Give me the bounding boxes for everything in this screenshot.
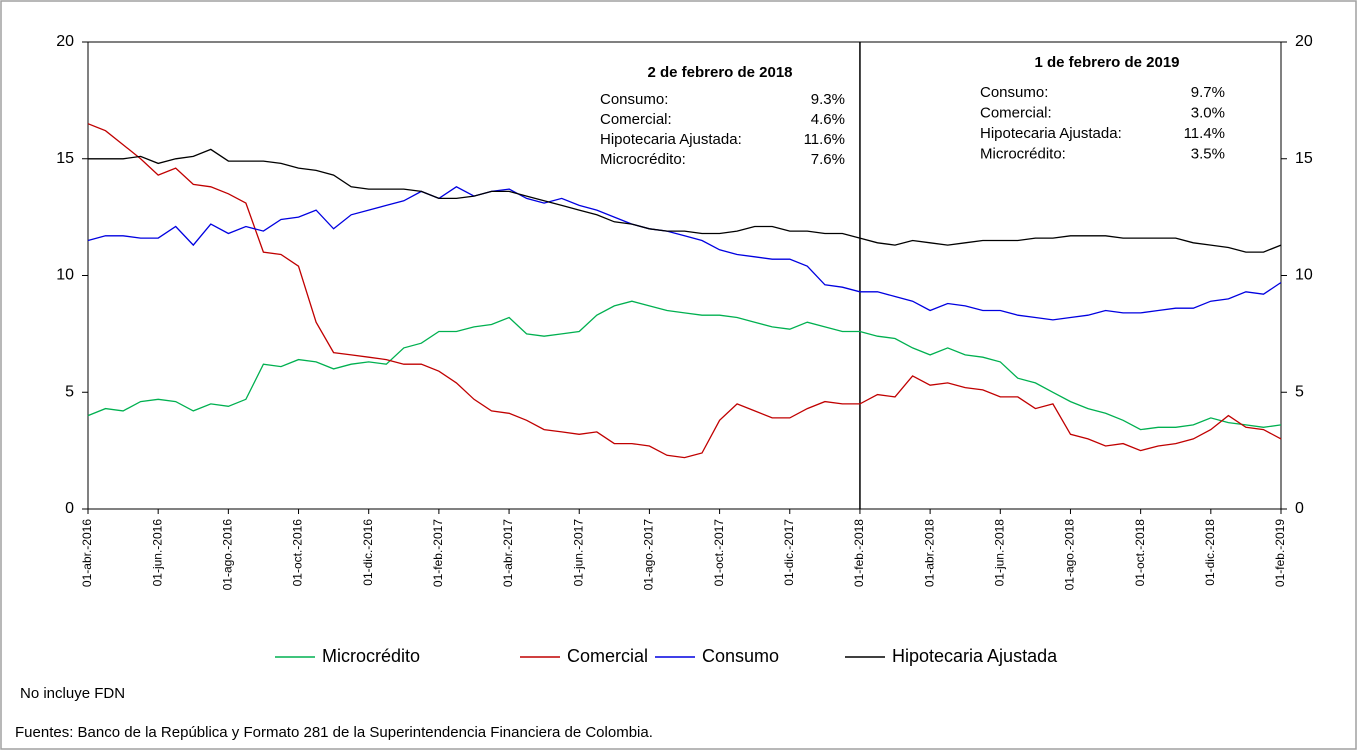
x-tick-label: 01-oct.-2016: [291, 519, 305, 587]
annotation-label: Consumo:: [600, 91, 668, 108]
x-tick-label: 01-jun.-2017: [571, 519, 585, 587]
footnote: No incluye FDN: [20, 685, 125, 702]
annotation-label: Hipotecaria Ajustada:: [980, 125, 1122, 142]
x-tick-label: 01-abr.-2016: [80, 519, 94, 587]
series-line: [87, 123, 1282, 459]
x-tick-label: 01-ago.-2016: [221, 519, 235, 591]
x-tick-label: 01-abr.-2017: [501, 519, 515, 587]
legend-label: Comercial: [567, 646, 648, 666]
x-tick-label: 01-jun.-2016: [150, 519, 164, 587]
series-line: [88, 148, 1282, 253]
annotation-value: 11.4%: [1184, 125, 1225, 142]
x-tick-label: 01-feb.-2019: [1273, 519, 1287, 587]
annotation-title: 1 de febrero de 2019: [1034, 54, 1179, 71]
x-tick-label: 01-ago.-2017: [642, 519, 656, 591]
x-tick-label: 01-ago.-2018: [1063, 519, 1077, 591]
legend-label: Hipotecaria Ajustada: [892, 646, 1058, 666]
annotation-value: 9.3%: [811, 91, 845, 108]
y2-tick-label: 15: [1295, 150, 1313, 167]
annotation-value: 4.6%: [811, 111, 845, 128]
series-line: [87, 300, 1282, 431]
y2-tick-label: 5: [1295, 383, 1304, 400]
x-tick-label: 01-feb.-2018: [852, 519, 866, 587]
annotation-label: Hipotecaria Ajustada:: [600, 131, 742, 148]
annotation-label: Consumo:: [980, 84, 1048, 101]
annotation-label: Microcrédito:: [600, 151, 686, 168]
x-tick-label: 01-oct.-2017: [712, 519, 726, 587]
x-tick-label: 01-oct.-2018: [1133, 519, 1147, 587]
annotation-value: 3.5%: [1191, 145, 1225, 162]
x-tick-label: 01-dic.-2017: [782, 519, 796, 586]
annotation-title: 2 de febrero de 2018: [647, 64, 792, 81]
y-tick-label: 10: [56, 267, 74, 284]
annotation-label: Comercial:: [980, 104, 1052, 121]
annotation-label: Microcrédito:: [980, 145, 1066, 162]
annotation-value: 7.6%: [811, 151, 845, 168]
x-tick-label: 01-abr.-2018: [922, 519, 936, 587]
annotation-value: 3.0%: [1191, 104, 1225, 121]
y-tick-label: 20: [56, 33, 74, 50]
series-line: [87, 186, 1282, 321]
y2-tick-label: 0: [1295, 500, 1304, 517]
x-tick-label: 01-jun.-2018: [992, 519, 1006, 587]
x-tick-label: 01-feb.-2017: [431, 519, 445, 587]
y2-tick-label: 10: [1295, 267, 1313, 284]
annotation-value: 11.6%: [804, 131, 845, 148]
legend-label: Consumo: [702, 646, 779, 666]
x-tick-label: 01-dic.-2016: [361, 519, 375, 586]
y-tick-label: 5: [65, 383, 74, 400]
annotation-value: 9.7%: [1191, 84, 1225, 101]
annotation-label: Comercial:: [600, 111, 672, 128]
y-tick-label: 0: [65, 500, 74, 517]
footnote: Fuentes: Banco de la República y Formato…: [15, 724, 653, 741]
x-tick-label: 01-dic.-2018: [1203, 519, 1217, 586]
y-tick-label: 15: [56, 150, 74, 167]
legend-label: Microcrédito: [322, 646, 420, 666]
y2-tick-label: 20: [1295, 33, 1313, 50]
